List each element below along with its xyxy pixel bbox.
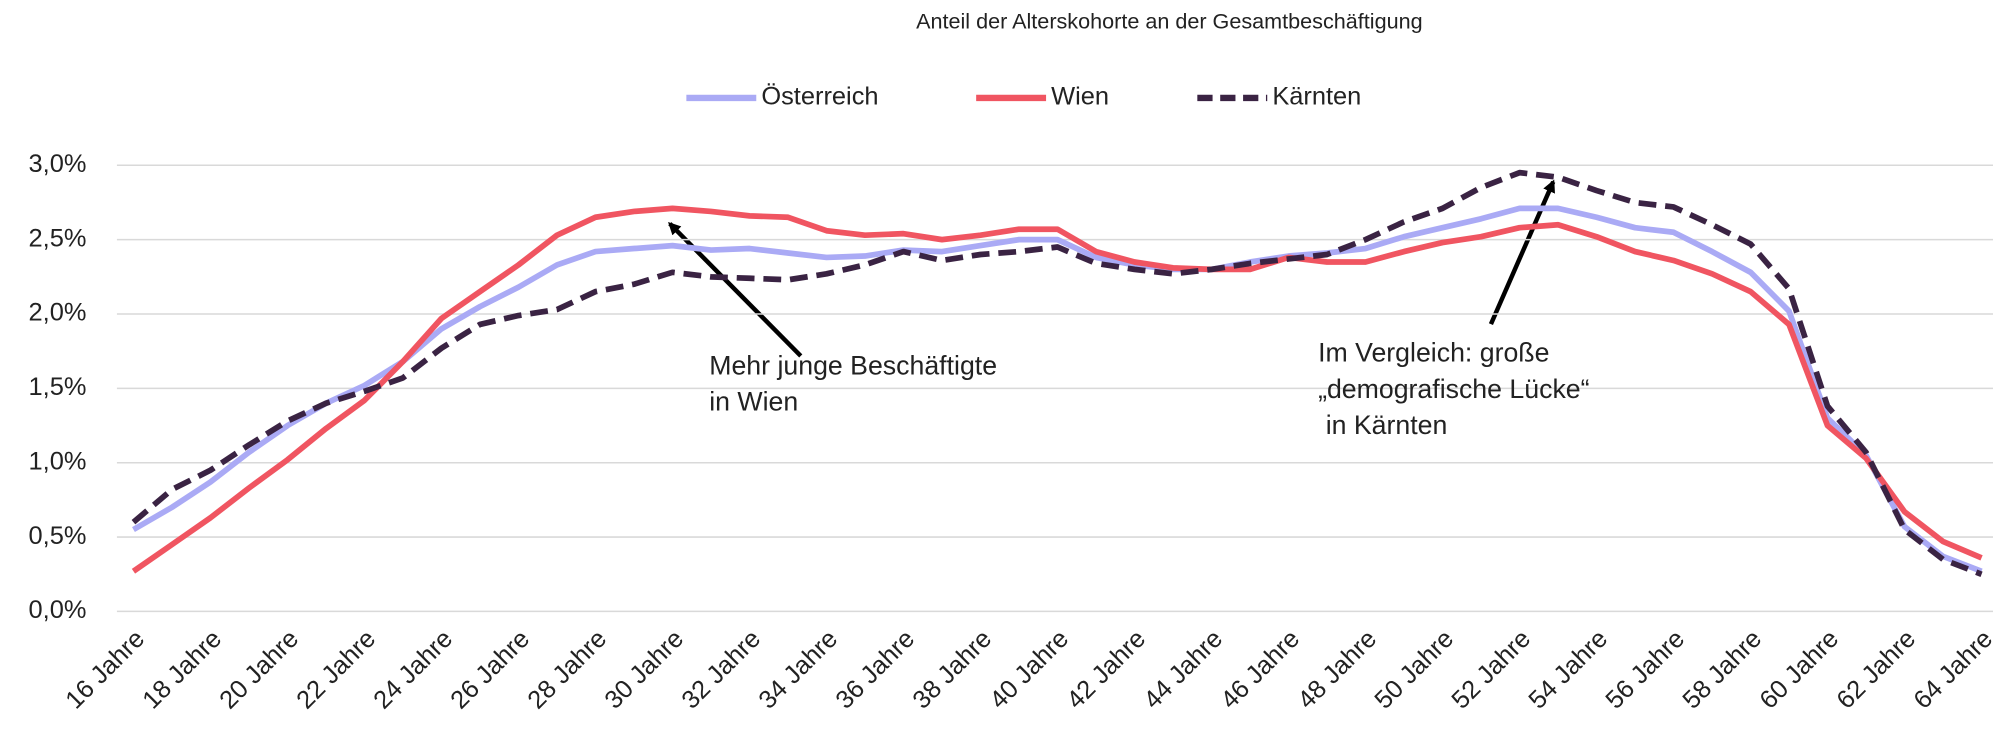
x-tick-label: 60 Jahre	[1754, 625, 1844, 715]
y-tick-label: 3,0%	[29, 150, 87, 178]
annotation: „demografische Lücke“	[1318, 374, 1589, 404]
x-tick-label: 28 Jahre	[522, 625, 612, 715]
annotation-arrow	[668, 221, 803, 358]
x-tick-label: 42 Jahre	[1061, 625, 1151, 715]
x-tick-label: 52 Jahre	[1446, 625, 1536, 715]
x-tick-label: 46 Jahre	[1215, 625, 1305, 715]
x-tick-label: 48 Jahre	[1292, 625, 1382, 715]
x-tick-label: 58 Jahre	[1677, 625, 1767, 715]
annotation: in Wien	[709, 387, 798, 417]
y-tick-label: 0,0%	[29, 596, 87, 624]
annotation: Mehr junge Beschäftigte	[709, 350, 997, 380]
x-tick-label: 18 Jahre	[137, 625, 227, 715]
series-line	[131, 169, 1983, 577]
x-tick-label: 56 Jahre	[1600, 625, 1690, 715]
x-tick-label: 54 Jahre	[1523, 625, 1613, 715]
x-tick-label: 44 Jahre	[1138, 625, 1228, 715]
x-tick-label: 32 Jahre	[676, 625, 766, 715]
annotation: in Kärnten	[1326, 410, 1448, 440]
x-tick-label: 64 Jahre	[1908, 625, 1993, 715]
legend-label: Kärnten	[1272, 83, 1361, 111]
y-tick-label: 0,5%	[29, 522, 87, 550]
x-tick-label: 16 Jahre	[60, 625, 150, 715]
legend-label: Österreich	[761, 83, 878, 111]
x-tick-label: 50 Jahre	[1369, 625, 1459, 715]
annotation-arrow	[1488, 179, 1556, 326]
x-tick-label: 62 Jahre	[1831, 625, 1921, 715]
x-tick-label: 20 Jahre	[214, 625, 304, 715]
x-tick-label: 34 Jahre	[753, 625, 843, 715]
legend-label: Wien	[1051, 83, 1109, 111]
series-line	[131, 205, 1983, 574]
x-tick-label: 40 Jahre	[984, 625, 1074, 715]
y-tick-label: 1,5%	[29, 373, 87, 401]
y-tick-label: 2,5%	[29, 224, 87, 252]
x-tick-label: 38 Jahre	[907, 625, 997, 715]
annotation: Im Vergleich: große	[1318, 338, 1549, 368]
x-tick-label: 30 Jahre	[599, 625, 689, 715]
x-tick-label: 26 Jahre	[445, 625, 535, 715]
x-tick-label: 22 Jahre	[291, 625, 381, 715]
chart-title: Anteil der Alterskohorte an der Gesamtbe…	[916, 9, 1423, 34]
series-line	[132, 205, 1983, 574]
x-tick-label: 36 Jahre	[830, 625, 920, 715]
x-tick-label: 24 Jahre	[368, 625, 458, 715]
y-tick-label: 1,0%	[29, 447, 87, 475]
y-tick-label: 2,0%	[29, 299, 87, 327]
